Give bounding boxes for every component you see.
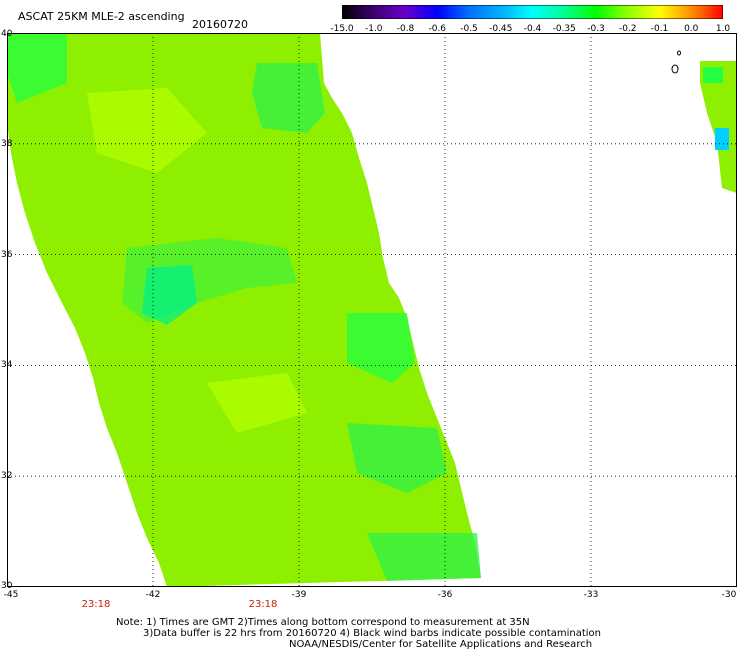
wind-patch <box>367 533 481 581</box>
island-outline <box>677 50 681 56</box>
lat-label: 30 <box>1 581 13 591</box>
secondary-swath <box>700 61 737 193</box>
wind-patch <box>142 265 197 325</box>
wind-patch <box>7 33 67 103</box>
lon-label: -30 <box>721 590 737 600</box>
lat-label: 36 <box>1 249 13 260</box>
lat-label: 32 <box>1 471 13 482</box>
pass-time: 23:18 <box>248 599 278 610</box>
colorbar-label: -0.5 <box>460 24 478 34</box>
colorbar-label: -0.8 <box>396 24 415 34</box>
island-outline <box>671 64 679 74</box>
wind-patch <box>87 88 207 173</box>
secondary-swath-patch <box>703 67 723 83</box>
colorbar-label: -0.1 <box>650 24 669 34</box>
colorbar <box>342 5 723 19</box>
colorbar-label: -15.0 <box>330 24 354 34</box>
lon-label: -45 <box>3 590 19 600</box>
map-frame <box>7 33 737 587</box>
note-line-3: NOAA/NESDIS/Center for Satellite Applica… <box>289 639 593 650</box>
colorbar-label: -0.4 <box>523 24 542 34</box>
lat-label: 38 <box>1 138 13 149</box>
colorbar-label: -0.35 <box>552 24 576 34</box>
colorbar-label: -0.6 <box>428 24 447 34</box>
wind-patch <box>207 373 307 433</box>
map-plot <box>7 33 737 587</box>
colorbar-label: 0.0 <box>684 24 699 34</box>
note-line-2: 3)Data buffer is 22 hrs from 20160720 4)… <box>143 628 601 639</box>
lon-label: -36 <box>437 590 453 600</box>
colorbar-label: -0.2 <box>618 24 637 34</box>
chart-date: 20160720 <box>192 18 248 31</box>
wind-patch <box>347 423 447 493</box>
lon-label: -33 <box>583 590 599 600</box>
colorbar-label: -0.45 <box>489 24 513 34</box>
lon-label: -42 <box>145 590 161 600</box>
note-line-1: Note: 1) Times are GMT 2)Times along bot… <box>116 617 530 628</box>
lat-label: 40 <box>1 29 13 39</box>
lon-label: -39 <box>291 590 307 600</box>
lat-label: 34 <box>1 360 13 371</box>
colorbar-label: -1.0 <box>364 24 383 34</box>
secondary-swath-cyan <box>715 128 729 150</box>
colorbar-label: -0.3 <box>587 24 605 34</box>
chart-title: ASCAT 25KM MLE-2 ascending <box>18 10 185 23</box>
colorbar-gradient <box>342 5 723 19</box>
pass-time: 23:18 <box>81 599 111 610</box>
colorbar-label: 1.0 <box>715 24 731 34</box>
wind-patch <box>252 63 325 133</box>
